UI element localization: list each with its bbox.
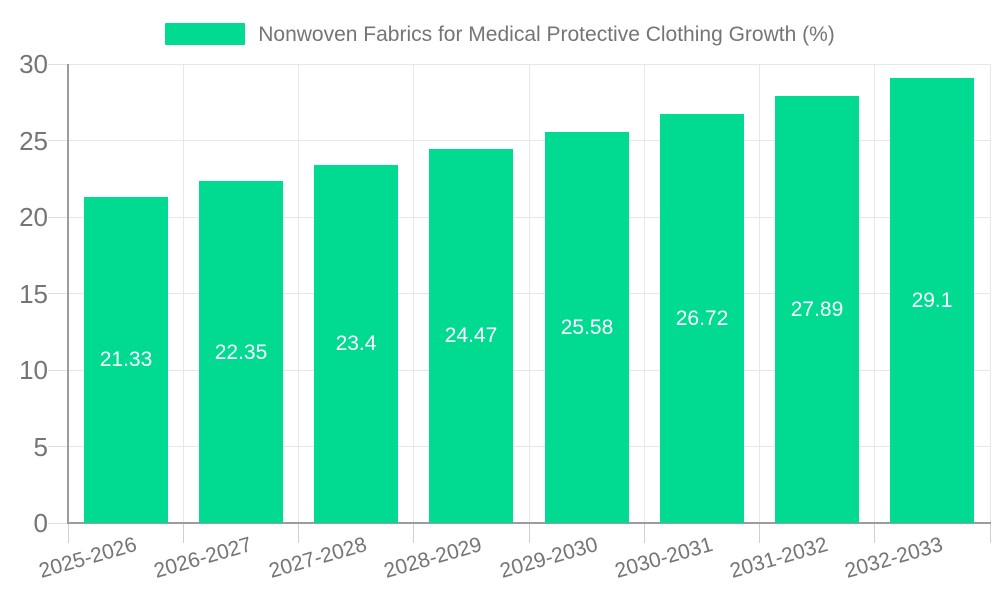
- y-axis-tick: [48, 293, 68, 294]
- bar: 22.35: [199, 181, 283, 523]
- bar-value-label: 22.35: [214, 340, 268, 364]
- y-axis-tick-label: 15: [19, 278, 48, 309]
- y-axis-tick-label: 0: [33, 508, 48, 538]
- y-axis-tick: [48, 522, 68, 524]
- x-axis-tick: [643, 523, 645, 543]
- bar: 21.33: [84, 196, 168, 523]
- vertical-gridline: [413, 64, 415, 523]
- bar-value-label: 26.72: [675, 307, 729, 331]
- vertical-gridline: [759, 64, 760, 523]
- bar: 26.72: [660, 114, 744, 523]
- vertical-gridline: [643, 64, 645, 523]
- y-axis-tick: [48, 216, 68, 218]
- bar-value-label: 24.47: [444, 324, 498, 348]
- y-axis-tick-label: 5: [33, 431, 48, 462]
- y-axis-line: [67, 64, 69, 524]
- bar-value-label: 23.4: [335, 332, 377, 356]
- bar: 23.4: [314, 164, 398, 523]
- bar-value-label: 29.1: [911, 288, 953, 312]
- y-axis-tick: [48, 140, 68, 141]
- y-axis-tick: [48, 63, 68, 65]
- y-axis-tick-label: 10: [19, 355, 48, 385]
- y-axis-tick-label: 25: [19, 125, 48, 156]
- bar-value-label: 21.33: [99, 348, 153, 372]
- x-axis-tick: [413, 523, 415, 543]
- vertical-gridline: [989, 64, 991, 523]
- bar: 29.1: [890, 77, 974, 523]
- bar: 24.47: [429, 148, 513, 523]
- chart-legend[interactable]: Nonwoven Fabrics for Medical Protective …: [0, 18, 1000, 50]
- legend-swatch-icon: [165, 23, 246, 45]
- bar: 27.89: [775, 96, 859, 523]
- legend-series-label: Nonwoven Fabrics for Medical Protective …: [258, 22, 835, 46]
- y-axis-tick: [48, 446, 68, 447]
- x-axis-line: [67, 522, 991, 524]
- vertical-gridline: [298, 64, 299, 523]
- vertical-gridline: [528, 64, 530, 523]
- y-axis-tick-label: 20: [19, 202, 48, 232]
- y-axis-tick: [48, 369, 68, 371]
- x-axis-tick: [874, 523, 876, 543]
- vertical-gridline: [874, 64, 876, 523]
- x-axis-tick: [298, 523, 299, 543]
- bar-value-label: 25.58: [560, 315, 614, 339]
- x-axis-tick: [989, 523, 991, 543]
- x-axis-tick: [528, 523, 530, 543]
- x-axis-tick: [67, 523, 69, 543]
- bar: 25.58: [545, 131, 629, 523]
- x-axis-tick: [759, 523, 760, 543]
- bar-value-label: 27.89: [790, 298, 844, 322]
- y-axis-tick-label: 30: [19, 49, 48, 79]
- x-axis-tick: [182, 523, 184, 543]
- vertical-gridline: [182, 64, 184, 523]
